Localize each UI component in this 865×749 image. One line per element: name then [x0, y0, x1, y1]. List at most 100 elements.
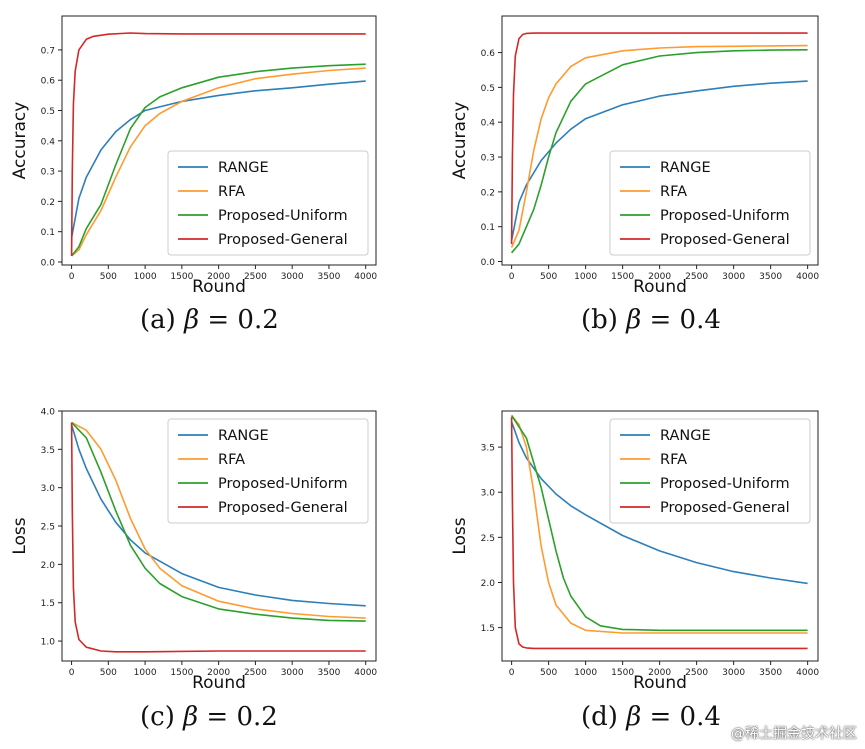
caption-d: (d) β = 0.4 — [581, 702, 721, 732]
x-tick-label: 500 — [100, 668, 117, 678]
y-tick-label: 0.2 — [41, 198, 55, 208]
x-tick-label: 1500 — [170, 668, 193, 678]
x-tick-label: 1000 — [134, 668, 157, 678]
x-tick-label: 2500 — [685, 272, 708, 282]
x-tick-label: 500 — [100, 272, 117, 282]
x-tick-label: 3000 — [722, 668, 745, 678]
legend-entry: RFA — [660, 184, 687, 200]
y-tick-label: 3.5 — [481, 444, 495, 454]
x-tick-label: 2000 — [648, 272, 671, 282]
caption-d-symbol: β — [626, 702, 642, 732]
x-tick-label: 1500 — [170, 272, 193, 282]
caption-c-rest: = 0.2 — [198, 702, 278, 732]
y-tick-label: 1.5 — [481, 624, 495, 634]
x-tick-label: 2500 — [244, 668, 267, 678]
legend-entry: RFA — [218, 184, 245, 200]
legend-entry: RANGE — [660, 160, 711, 176]
series-line-rfa — [71, 421, 366, 619]
y-tick-label: 3.5 — [41, 446, 55, 456]
x-tick-label: 4000 — [354, 272, 377, 282]
caption-d-rest: = 0.4 — [641, 702, 721, 732]
x-tick-label: 1000 — [574, 272, 597, 282]
caption-b-prefix: (b) — [581, 305, 618, 335]
legend-entry: Proposed-Uniform — [218, 476, 348, 492]
x-tick-label: 2500 — [685, 668, 708, 678]
y-tick-label: 0.6 — [41, 77, 56, 87]
x-tick-label: 3000 — [281, 668, 304, 678]
caption-a-prefix: (a) — [140, 305, 176, 335]
y-tick-label: 0.4 — [481, 119, 496, 129]
caption-a: (a) β = 0.2 — [140, 305, 279, 335]
y-tick-label: 2.5 — [481, 534, 495, 544]
caption-c-prefix: (c) — [140, 702, 175, 732]
legend-entry: Proposed-General — [218, 232, 348, 248]
y-tick-label: 2.5 — [41, 523, 55, 533]
panel-a: 0 500 1000 1500 2000 2500 3000 3500 4000 0.0 0.1 0.… — [10, 15, 377, 297]
x-tick-label: 3500 — [317, 668, 340, 678]
caption-b: (b) β = 0.4 — [581, 305, 721, 335]
x-tick-label: 3500 — [759, 668, 782, 678]
legend: RANGE RFA Proposed-Uniform Proposed-General — [609, 418, 811, 524]
series-line-range — [510, 421, 808, 585]
y-tick-label: 0.5 — [41, 107, 55, 117]
legend-entry: Proposed-Uniform — [218, 208, 348, 224]
x-tick-label: 1000 — [574, 668, 597, 678]
x-tick-label: 3500 — [759, 272, 782, 282]
x-tick-label: 1000 — [134, 272, 157, 282]
x-tick-label: 1500 — [611, 668, 634, 678]
x-tick-label: 1500 — [611, 272, 634, 282]
x-tick-label: 500 — [540, 668, 557, 678]
x-tick-label: 4000 — [354, 668, 377, 678]
x-tick-label: 2000 — [207, 272, 230, 282]
x-tick-label: 3500 — [317, 272, 340, 282]
series-line-proposed-uniform — [71, 421, 366, 622]
y-tick-label: 2.0 — [41, 561, 56, 571]
legend: RANGE RFA Proposed-Uniform Proposed-General — [609, 150, 811, 256]
series-line-proposed-general — [70, 422, 366, 653]
series-line-rfa — [510, 414, 808, 634]
y-tick-label: 0.1 — [41, 228, 55, 238]
y-tick-label: 0.4 — [41, 137, 56, 147]
caption-d-prefix: (d) — [581, 702, 618, 732]
y-tick-label: 0.2 — [481, 188, 495, 198]
y-tick-label: 0.3 — [481, 154, 495, 164]
legend-entry: RANGE — [218, 428, 269, 444]
caption-a-rest: = 0.2 — [199, 305, 279, 335]
x-tick-label: 0 — [69, 668, 75, 678]
x-tick-label: 4000 — [796, 668, 819, 678]
y-tick-label: 2.0 — [481, 579, 496, 589]
y-tick-label: 0.1 — [481, 223, 495, 233]
y-axis-label: Loss — [10, 517, 30, 554]
series-line-proposed-general — [510, 32, 808, 245]
series-line-proposed-general — [510, 417, 808, 650]
caption-a-symbol: β — [184, 305, 200, 335]
series-line-proposed-uniform — [510, 49, 808, 254]
series-line-proposed-uniform — [70, 63, 366, 257]
caption-b-symbol: β — [626, 305, 642, 335]
legend-entry: Proposed-Uniform — [660, 208, 790, 224]
series-line-range — [510, 80, 808, 241]
caption-b-rest: = 0.4 — [641, 305, 721, 335]
legend-box — [167, 150, 369, 256]
x-axis-label: Round — [192, 673, 246, 693]
series-line-range — [70, 80, 366, 238]
x-tick-label: 2000 — [648, 668, 671, 678]
y-axis-label: Loss — [450, 517, 470, 554]
y-tick-label: 3.0 — [41, 484, 56, 494]
x-tick-label: 500 — [540, 272, 557, 282]
legend: RANGE RFA Proposed-Uniform Proposed-General — [167, 418, 369, 524]
panel-d: 0 500 1000 1500 2000 2500 3000 3500 4000 1.5 2.0 2.… — [450, 410, 819, 693]
x-axis-label: Round — [633, 673, 687, 693]
y-tick-label: 0.7 — [41, 46, 55, 56]
panel-c: 0 500 1000 1500 2000 2500 3000 3500 4000 1.0 1.5 2.… — [10, 408, 377, 694]
x-tick-label: 2500 — [244, 272, 267, 282]
caption-c-symbol: β — [183, 702, 199, 732]
series-line-rfa — [510, 44, 808, 248]
x-tick-label: 4000 — [796, 272, 819, 282]
series-line-range — [70, 424, 366, 607]
legend-entry: RFA — [660, 452, 687, 468]
legend-box — [609, 418, 811, 524]
legend-entry: RANGE — [218, 160, 269, 176]
legend-entry: Proposed-General — [660, 232, 790, 248]
